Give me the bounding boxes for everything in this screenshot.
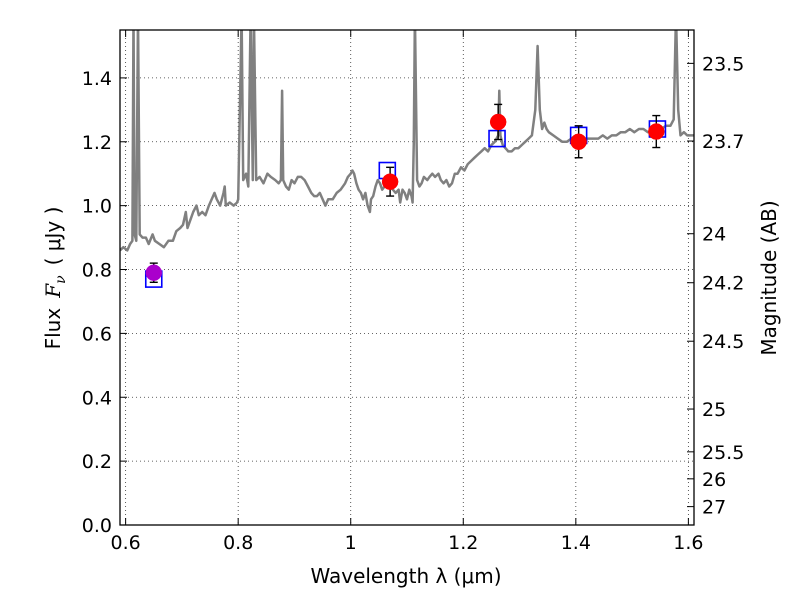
magnitude-tick-label: 24.2 xyxy=(702,273,744,295)
x-tick-label: 1.4 xyxy=(561,532,591,554)
model-photometry-square xyxy=(488,129,506,148)
y-axis-title-unit: ( μJy ) xyxy=(41,207,65,266)
magnitude-tick-label: 24.5 xyxy=(702,331,744,353)
observed-photometry-point xyxy=(648,123,665,140)
observed-photometry-point xyxy=(145,264,163,281)
magnitude-tick-label: 26 xyxy=(702,469,726,491)
x-tick-label: 1 xyxy=(345,532,357,554)
y-axis-title-text: Flux xyxy=(41,308,65,350)
magnitude-axis-title: Magnitude (AB) xyxy=(757,200,781,355)
y-tick-label: 0.4 xyxy=(82,387,112,409)
observed-photometry-layer xyxy=(145,103,665,283)
magnitude-tick-label: 27 xyxy=(702,497,726,519)
y-tick-label: 0.2 xyxy=(82,451,112,473)
x-tick-label: 1.2 xyxy=(448,532,478,554)
y-tick-label: 0.0 xyxy=(82,515,112,537)
x-tick-label: 0.6 xyxy=(111,532,141,554)
grid-lines xyxy=(120,30,694,526)
magnitude-tick-label: 24 xyxy=(702,224,726,246)
magnitude-tick-label: 25 xyxy=(702,399,726,421)
x-tick-label: 1.6 xyxy=(673,532,703,554)
magnitude-tick-labels: 23.5 23.7 24 24.2 24.5 25 25.5 26 27 xyxy=(702,53,744,518)
observed-photometry-point xyxy=(570,133,587,151)
x-axis-title: Wavelength λ (μm) xyxy=(310,564,501,588)
tick-marks xyxy=(120,30,694,526)
x-tick-label: 0.8 xyxy=(223,532,253,554)
y-tick-label: 1.0 xyxy=(82,196,112,218)
y-axis-title-subscript: ν xyxy=(53,275,69,284)
observed-photometry-point xyxy=(489,113,507,131)
magnitude-tick-label: 25.5 xyxy=(702,442,744,464)
y-axis-title-symbol: F xyxy=(41,283,65,299)
magnitude-tick-label: 23.5 xyxy=(702,53,744,75)
y-tick-label: 1.2 xyxy=(82,132,112,154)
plot-area xyxy=(120,30,694,525)
y-axis-title: Flux Fν ( μJy ) xyxy=(41,207,69,350)
magnitude-tick-label: 23.7 xyxy=(702,131,744,153)
plot-frame xyxy=(119,29,695,526)
y-tick-label: 0.6 xyxy=(82,323,112,345)
observed-photometry-point xyxy=(381,173,399,190)
y-tick-labels: 0.0 0.2 0.4 0.6 0.8 1.0 1.2 1.4 xyxy=(82,68,112,537)
x-tick-labels: 0.6 0.8 1 1.2 1.4 1.6 xyxy=(111,532,704,554)
y-tick-label: 0.8 xyxy=(82,260,112,282)
y-tick-label: 1.4 xyxy=(82,68,112,90)
